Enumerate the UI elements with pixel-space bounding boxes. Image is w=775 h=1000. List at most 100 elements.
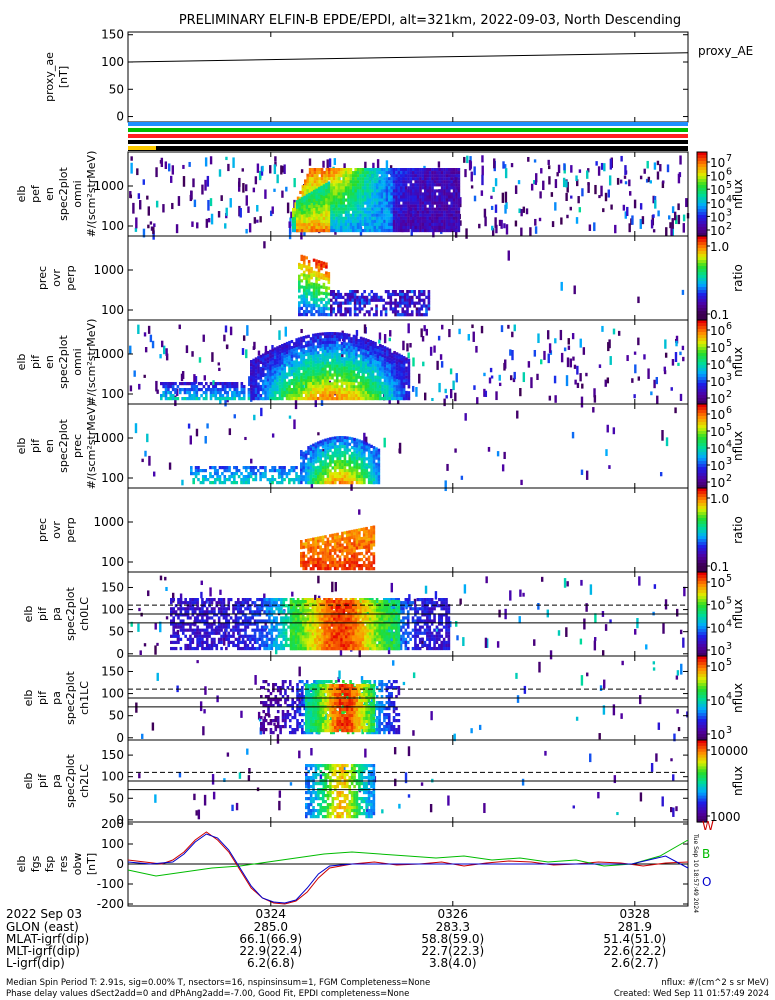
elb-pef-en-spec2plot-omni-colorbar-step: [697, 191, 707, 195]
elb-pef-en-spec2plot-omni-cell: [424, 180, 427, 184]
elb-pif-en-spec2plot-omni-cell: [292, 345, 296, 349]
elb-pif-en-spec2plot-omni-cell: [400, 390, 404, 395]
elb-pif-en-spec2plot-prec-cell: [360, 472, 364, 476]
elb-pif-en-spec2plot-prec-cell: [363, 477, 366, 482]
elb-pif-en-spec2plot-omni-cell: [169, 394, 173, 398]
elb-pif-en-spec2plot-omni-cell: [324, 332, 327, 336]
elb-pif-en-spec2plot-omni-cell: [362, 373, 365, 377]
elb-pif-en-spec2plot-omni-cell: [278, 354, 282, 358]
elb-pif-en-spec2plot-prec-cell: [216, 472, 219, 476]
elb-pef-en-spec2plot-omni-cell: [296, 202, 299, 207]
elb-pif-en-spec2plot-omni-cell: [371, 364, 375, 368]
elb-pef-prec-ovr-perp-cell: [312, 294, 316, 299]
elb-pef-en-spec2plot-omni-cell: [308, 210, 311, 215]
elb-pef-en-spec2plot-omni-cell: [335, 174, 338, 178]
elb-pef-prec-ovr-perp-cell: [320, 291, 323, 295]
elb-pef-prec-ovr-perp-cell: [298, 262, 301, 267]
elb-pef-en-spec2plot-omni-cell: [437, 161, 441, 168]
elb-pif-en-spec2plot-prec-cell: [341, 469, 344, 473]
elb-pef-en-spec2plot-omni-cell: [368, 204, 372, 208]
elb-pif-en-spec2plot-omni-cell: [246, 325, 249, 336]
elb-pif-en-spec2plot-omni-cell: [285, 372, 289, 376]
elb-pif-en-spec2plot-omni-cell: [295, 370, 298, 374]
elb-pif-en-spec2plot-omni-cell: [259, 387, 263, 392]
elb-pef-en-spec2plot-omni-cell: [383, 168, 386, 172]
elb-pif-en-spec2plot-omni-cell: [576, 382, 580, 389]
elb-pif-en-spec2plot-omni-colorbar-step: [697, 386, 707, 390]
elb-pif-en-spec2plot-prec-cell: [252, 478, 255, 482]
elb-pif-en-spec2plot-prec-cell: [319, 478, 322, 482]
elb-pef-prec-ovr-perp-cell: [389, 295, 393, 299]
elb-pif-en-spec2plot-omni-cell: [295, 388, 298, 392]
elb-pif-en-spec2plot-omni-cell: [235, 394, 239, 398]
elb-pef-prec-ovr-perp-cell: [300, 285, 304, 289]
elb-pef-prec-ovr-perp-cell: [305, 289, 308, 293]
elb-pif-en-spec2plot-omni-cell: [338, 385, 341, 389]
elb-pef-en-spec2plot-omni-cell: [354, 186, 357, 190]
elb-pef-en-spec2plot-omni-cell: [385, 177, 389, 181]
elb-pif-en-spec2plot-omni-cell: [483, 388, 486, 397]
elb-pef-en-spec2plot-omni-cell: [650, 219, 654, 229]
elb-pef-en-spec2plot-omni-cell: [354, 222, 357, 227]
elb-pif-en-spec2plot-omni-cell: [378, 364, 382, 368]
elb-pif-prec-ovr-perp-cell: [312, 537, 315, 541]
elb-pif-en-spec2plot-omni-cell: [156, 389, 159, 394]
elb-pif-en-spec2plot-prec-cell: [233, 414, 236, 419]
elb-pef-en-spec2plot-omni-cell: [383, 228, 386, 233]
elb-pef-prec-ovr-perp-cell: [363, 301, 366, 305]
elb-pef-en-spec2plot-omni-cell: [383, 177, 386, 181]
elb-pef-prec-ovr-perp-cell: [300, 267, 304, 271]
elb-pif-en-spec2plot-prec-cell: [333, 463, 337, 467]
elb-pif-en-spec2plot-omni-cell: [633, 394, 636, 399]
elb-pef-en-spec2plot-omni-cell: [504, 204, 507, 214]
elb-pef-en-spec2plot-omni-cell: [337, 189, 341, 193]
elb-pif-en-spec2plot-prec-colorbar-step: [697, 437, 707, 441]
elb-pef-en-spec2plot-omni-cell: [668, 215, 671, 220]
elb-pif-en-spec2plot-prec-cell: [247, 472, 250, 476]
elb-pif-en-spec2plot-prec-cell: [370, 450, 373, 455]
elb-pef-en-spec2plot-omni-cell: [416, 192, 420, 196]
elb-pef-en-spec2plot-omni-cell: [344, 225, 348, 230]
elb-pif-en-spec2plot-omni-cell: [350, 373, 353, 377]
elb-pef-en-spec2plot-omni-cell: [354, 210, 357, 214]
elb-pif-en-spec2plot-prec-cell: [223, 466, 227, 470]
elb-pif-en-spec2plot-prec-cell: [206, 478, 210, 482]
elb-pif-en-spec2plot-prec-cell: [367, 456, 371, 460]
elb-pif-en-spec2plot-prec-cell: [605, 449, 608, 457]
elb-pif-en-spec2plot-omni-cell: [302, 383, 305, 391]
elb-pif-en-spec2plot-omni-cell: [269, 391, 272, 395]
elb-pif-en-spec2plot-omni-cell: [269, 367, 272, 371]
elb-pef-en-spec2plot-omni-cell: [352, 180, 355, 184]
elb-pef-prec-ovr-perp-colorbar-step: [697, 317, 707, 321]
elb-pif-en-spec2plot-prec-cell: [360, 475, 364, 479]
elb-pef-en-spec2plot-omni-cell: [376, 210, 379, 214]
elb-pif-en-spec2plot-omni-cell: [331, 358, 334, 362]
elb-pif-prec-ovr-perp-cell: [304, 554, 308, 558]
elb-pef-en-spec2plot-omni-cell: [342, 189, 345, 193]
elb-pef-en-spec2plot-omni-cell: [269, 210, 273, 217]
elb-pef-prec-ovr-perp-cell: [573, 285, 576, 295]
elb-pef-en-spec2plot-omni-ylabel-2: en: [43, 187, 56, 201]
elb-pif-en-spec2plot-omni-cell: [302, 390, 306, 395]
elb-pif-en-spec2plot-omni-cell: [331, 361, 334, 365]
elb-pef-en-spec2plot-omni-cell: [347, 213, 350, 217]
elb-pef-en-spec2plot-omni-cell: [308, 186, 312, 190]
elb-pef-en-spec2plot-omni-cell: [327, 199, 331, 203]
elb-pif-en-spec2plot-omni-cell: [352, 376, 356, 380]
elb-pif-en-spec2plot-omni-cell: [357, 384, 361, 388]
elb-pef-en-spec2plot-omni-cell: [416, 201, 420, 205]
elb-pef-en-spec2plot-omni-cell: [392, 198, 396, 202]
elb-pef-en-spec2plot-omni-cell: [412, 186, 415, 190]
elb-pif-en-spec2plot-omni-cell: [362, 397, 365, 401]
elb-pif-en-spec2plot-prec-cell: [585, 470, 589, 480]
elb-pif-en-spec2plot-omni-cell: [295, 373, 298, 377]
elb-pef-en-spec2plot-omni-cell: [359, 174, 362, 178]
elb-pif-en-spec2plot-omni-cell: [292, 378, 296, 382]
elb-pif-en-spec2plot-prec-ylabel-3: spec2plot: [57, 419, 70, 473]
elb-pef-en-spec2plot-omni-cell: [404, 207, 408, 211]
elb-pif-en-spec2plot-omni-cell: [321, 394, 325, 398]
elb-pif-prec-ovr-perp-cell: [314, 561, 318, 565]
elb-pef-prec-ovr-perp-cell: [337, 310, 340, 314]
elb-pef-prec-ovr-perp-cell: [302, 261, 306, 265]
elb-pef-en-spec2plot-omni-cell: [286, 202, 290, 214]
